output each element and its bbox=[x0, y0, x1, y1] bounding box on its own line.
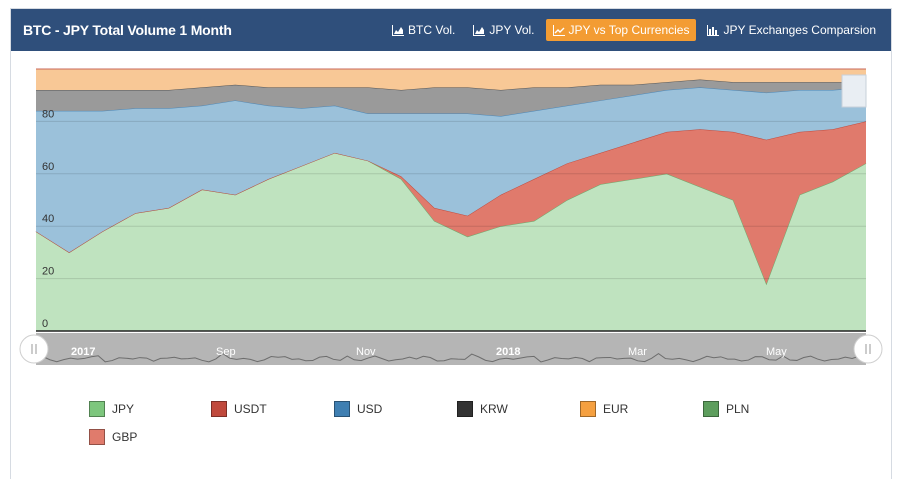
navigator-label: Nov bbox=[356, 346, 376, 358]
legend-label: GBP bbox=[112, 430, 138, 444]
navigator-series-line bbox=[35, 352, 867, 363]
tab-btc-vol[interactable]: BTC Vol. bbox=[385, 19, 462, 41]
legend-item-krw[interactable]: KRW bbox=[457, 401, 508, 417]
y-tick-label: 20 bbox=[42, 266, 54, 278]
stacked-area-chart: 0 20 40 60 80 2017 Sep Nov 2018 Mar May bbox=[19, 68, 883, 365]
legend-label: JPY bbox=[112, 402, 135, 416]
legend-item-jpy[interactable]: JPY bbox=[89, 401, 134, 417]
navigator-background bbox=[36, 333, 866, 365]
chart-tabs: BTC Vol. JPY Vol. JPY vs Top Currencies … bbox=[385, 19, 883, 41]
y-tick-label: 60 bbox=[42, 161, 54, 173]
area-chart-icon bbox=[473, 24, 486, 36]
tab-label: JPY Exchanges Comparsion bbox=[723, 23, 876, 37]
legend-item-usd[interactable]: USD bbox=[334, 401, 382, 417]
legend-label: PLN bbox=[726, 402, 750, 416]
legend-item-pln[interactable]: PLN bbox=[703, 401, 749, 417]
line-chart-icon bbox=[552, 24, 565, 36]
legend-swatch bbox=[211, 401, 227, 417]
legend-swatch bbox=[89, 401, 105, 417]
navigator-label: 2018 bbox=[496, 346, 520, 358]
legend-swatch bbox=[580, 401, 596, 417]
navigator-label: May bbox=[766, 346, 787, 358]
legend-item-eur[interactable]: EUR bbox=[580, 401, 628, 417]
legend-swatch bbox=[457, 401, 473, 417]
series-area-jpy bbox=[36, 152, 866, 331]
series-area-usd bbox=[36, 87, 866, 253]
legend-item-gbp[interactable]: GBP bbox=[89, 429, 137, 445]
bar-chart-icon bbox=[707, 24, 720, 36]
y-tick-label: 80 bbox=[42, 108, 54, 120]
tab-label: JPY vs Top Currencies bbox=[568, 23, 690, 37]
y-tick-label: 0 bbox=[42, 318, 48, 330]
chart-title: BTC - JPY Total Volume 1 Month bbox=[23, 22, 232, 38]
legend-label: EUR bbox=[603, 402, 629, 416]
legend-swatch bbox=[703, 401, 719, 417]
legend-label: USDT bbox=[234, 402, 267, 416]
legend-item-usdt[interactable]: USDT bbox=[211, 401, 267, 417]
legend-label: USD bbox=[357, 402, 383, 416]
export-menu-icon bbox=[841, 74, 867, 108]
tab-jpy-exchanges-comparison[interactable]: JPY Exchanges Comparsion bbox=[700, 19, 883, 41]
tab-jpy-vol[interactable]: JPY Vol. bbox=[466, 19, 541, 41]
tab-label: JPY Vol. bbox=[489, 23, 535, 37]
area-chart-icon bbox=[392, 24, 405, 36]
y-tick-label: 40 bbox=[42, 213, 54, 225]
navigator-left-handle[interactable] bbox=[19, 334, 49, 364]
panel-header: BTC - JPY Total Volume 1 Month BTC Vol. … bbox=[11, 9, 891, 51]
chart-panel: BTC - JPY Total Volume 1 Month BTC Vol. … bbox=[10, 8, 892, 479]
navigator-label: 2017 bbox=[71, 346, 95, 358]
series-area-eur bbox=[36, 69, 866, 90]
navigator-label: Sep bbox=[216, 346, 236, 358]
tab-jpy-vs-top-currencies[interactable]: JPY vs Top Currencies bbox=[545, 19, 697, 41]
series-area-usdt bbox=[36, 121, 866, 284]
legend-label: KRW bbox=[480, 402, 508, 416]
legend-swatch bbox=[89, 429, 105, 445]
legend-swatch bbox=[334, 401, 350, 417]
series-area-krw bbox=[36, 79, 866, 117]
tab-label: BTC Vol. bbox=[408, 23, 456, 37]
navigator-right-handle[interactable] bbox=[853, 334, 883, 364]
navigator-label: Mar bbox=[628, 346, 647, 358]
